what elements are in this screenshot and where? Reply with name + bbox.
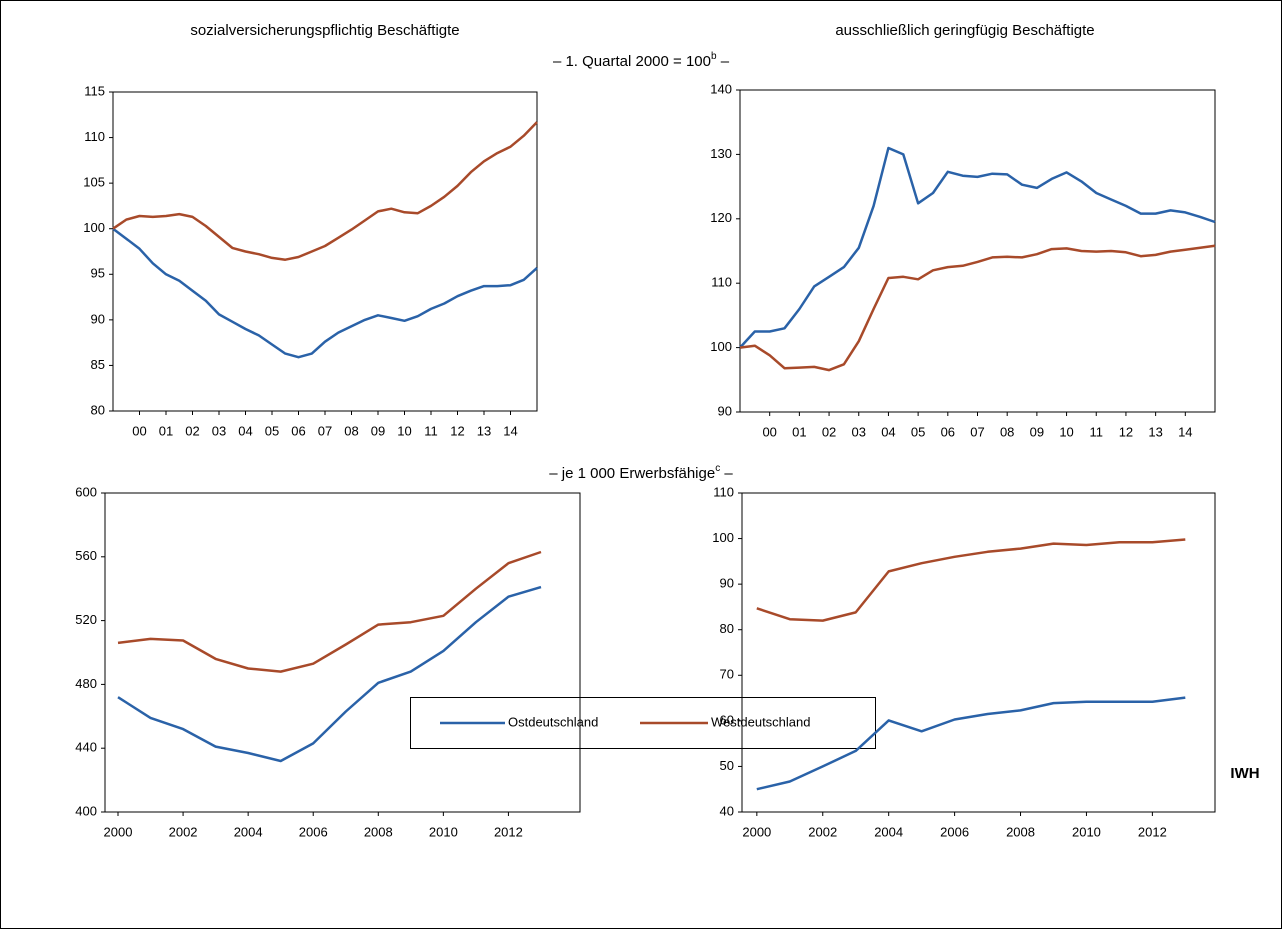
section-label: – je 1 000 Erwerbsfähigec –: [549, 463, 733, 482]
y-tick-label: 600: [75, 484, 97, 499]
x-tick-label: 12: [1119, 424, 1133, 439]
x-tick-label: 2006: [940, 824, 969, 839]
y-tick-label: 60: [720, 712, 734, 727]
x-tick-label: 09: [1030, 424, 1044, 439]
x-tick-label: 00: [132, 423, 146, 438]
x-tick-label: 05: [911, 424, 925, 439]
x-tick-label: 11: [1090, 424, 1104, 439]
y-tick-label: 400: [75, 803, 97, 818]
series-line: [112, 227, 538, 359]
x-tick-label: 03: [852, 424, 866, 439]
y-tick-label: 80: [91, 402, 105, 417]
x-tick-label: 02: [822, 424, 836, 439]
x-tick-label: 2004: [874, 824, 903, 839]
plot-frame: [112, 91, 538, 412]
x-tick-label: 13: [477, 423, 491, 438]
x-tick-label: 01: [792, 424, 806, 439]
x-tick-label: 13: [1148, 424, 1162, 439]
series-line: [117, 550, 542, 673]
x-tick-label: 09: [371, 423, 385, 438]
x-tick-label: 2006: [299, 824, 328, 839]
x-tick-label: 2010: [429, 824, 458, 839]
x-tick-label: 07: [970, 424, 984, 439]
series-line: [739, 244, 1216, 372]
x-tick-label: 2004: [234, 824, 263, 839]
column-title: ausschließlich geringfügig Beschäftigte: [835, 22, 1094, 39]
x-tick-label: 10: [1059, 424, 1073, 439]
x-tick-label: 2008: [364, 824, 393, 839]
x-tick-label: 10: [397, 423, 411, 438]
x-tick-label: 11: [424, 423, 438, 438]
x-tick-label: 2000: [104, 824, 133, 839]
y-tick-label: 560: [75, 548, 97, 563]
x-tick-label: 03: [212, 423, 226, 438]
y-tick-label: 115: [84, 83, 105, 98]
x-tick-label: 2012: [1138, 824, 1167, 839]
y-tick-label: 90: [718, 403, 732, 418]
y-tick-label: 110: [711, 275, 732, 290]
legend-box: [410, 697, 876, 749]
superscript: c: [715, 463, 720, 474]
y-tick-label: 95: [91, 266, 105, 281]
x-tick-label: 2000: [742, 824, 771, 839]
column-title: sozialversicherungspflichtig Beschäftigt…: [190, 22, 459, 39]
x-tick-label: 2008: [1006, 824, 1035, 839]
x-tick-label: 06: [291, 423, 305, 438]
y-tick-label: 130: [710, 146, 732, 161]
y-tick-label: 110: [84, 129, 105, 144]
x-tick-label: 2002: [808, 824, 837, 839]
x-tick-label: 2010: [1072, 824, 1101, 839]
x-tick-label: 01: [159, 423, 173, 438]
x-tick-label: 05: [265, 423, 279, 438]
section-label-tail: –: [720, 465, 733, 482]
y-tick-label: 80: [720, 621, 734, 636]
y-tick-label: 110: [713, 484, 734, 499]
x-tick-label: 2002: [169, 824, 198, 839]
y-tick-label: 40: [720, 803, 734, 818]
plot-frame: [739, 89, 1216, 413]
x-tick-label: 00: [762, 424, 776, 439]
series-line: [756, 696, 1186, 791]
x-tick-label: 06: [941, 424, 955, 439]
series-line: [756, 538, 1186, 622]
x-tick-label: 07: [318, 423, 332, 438]
series-line: [739, 146, 1216, 349]
y-tick-label: 480: [75, 676, 97, 691]
source: IWH: [1230, 765, 1259, 782]
section-label-text: – 1. Quartal 2000 = 100: [553, 53, 711, 70]
x-tick-label: 08: [344, 423, 358, 438]
series-line: [117, 585, 542, 763]
plot-frame: [741, 492, 1216, 813]
y-tick-label: 90: [91, 311, 105, 326]
y-tick-label: 100: [710, 339, 732, 354]
x-tick-label: 14: [1178, 424, 1192, 439]
x-tick-label: 04: [881, 424, 895, 439]
legend-label: Westdeutschland: [711, 714, 811, 729]
x-tick-label: 14: [503, 423, 517, 438]
y-tick-label: 85: [91, 357, 105, 372]
y-tick-label: 100: [83, 220, 105, 235]
y-tick-label: 50: [720, 758, 734, 773]
x-tick-label: 02: [185, 423, 199, 438]
x-tick-label: 08: [1000, 424, 1014, 439]
y-tick-label: 90: [720, 576, 734, 591]
x-tick-label: 2012: [494, 824, 523, 839]
y-tick-label: 105: [83, 175, 105, 190]
section-label-tail: –: [717, 53, 730, 70]
superscript: b: [711, 51, 717, 62]
y-tick-label: 120: [710, 210, 732, 225]
legend-label: Ostdeutschland: [508, 714, 598, 729]
y-tick-label: 140: [710, 81, 732, 96]
x-tick-label: 12: [450, 423, 464, 438]
plot-frame: [104, 492, 581, 813]
series-line: [112, 121, 538, 261]
y-tick-label: 440: [75, 740, 97, 755]
section-label: – 1. Quartal 2000 = 100b –: [553, 51, 730, 70]
y-tick-label: 70: [720, 667, 734, 682]
x-tick-label: 04: [238, 423, 252, 438]
y-tick-label: 100: [712, 530, 734, 545]
y-tick-label: 520: [75, 612, 97, 627]
section-label-text: – je 1 000 Erwerbsfähige: [549, 465, 715, 482]
